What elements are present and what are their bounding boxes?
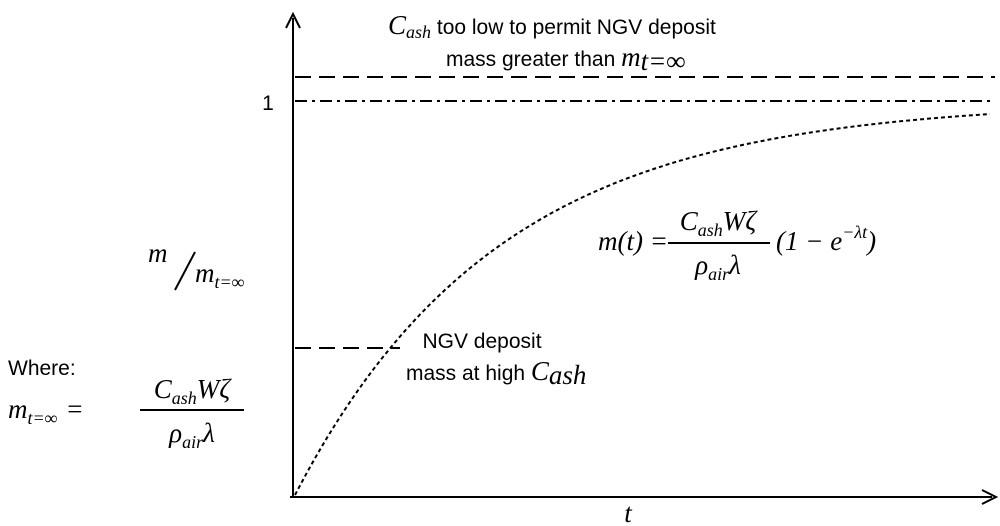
y-tick-label: 1	[262, 92, 274, 115]
equation: (1 − e−λt)	[776, 222, 876, 256]
growth-curve	[294, 113, 991, 496]
equation: CashWζ	[680, 206, 759, 240]
where-eq: CashWζ	[154, 374, 233, 408]
y-arrow	[285, 11, 301, 29]
mid-note: NGV deposit	[422, 330, 541, 353]
x-axis-label: t	[624, 498, 633, 526]
y-axis-label: mt=∞	[195, 258, 244, 292]
where-label: Where:	[8, 357, 76, 380]
where-eq: mt=∞ =	[8, 394, 84, 428]
x-arrow	[981, 489, 999, 505]
where-eq: ρairλ	[168, 418, 215, 452]
mid-note: mass at high Cash	[406, 356, 586, 390]
top-note: mass greater than mt=∞	[446, 42, 686, 76]
y-axis-label: m	[148, 238, 168, 268]
slash	[174, 251, 196, 291]
equation: ρairλ	[694, 250, 741, 284]
top-note: Cash too low to permit NGV deposit	[388, 10, 716, 42]
equation: m(t) =	[598, 226, 668, 256]
